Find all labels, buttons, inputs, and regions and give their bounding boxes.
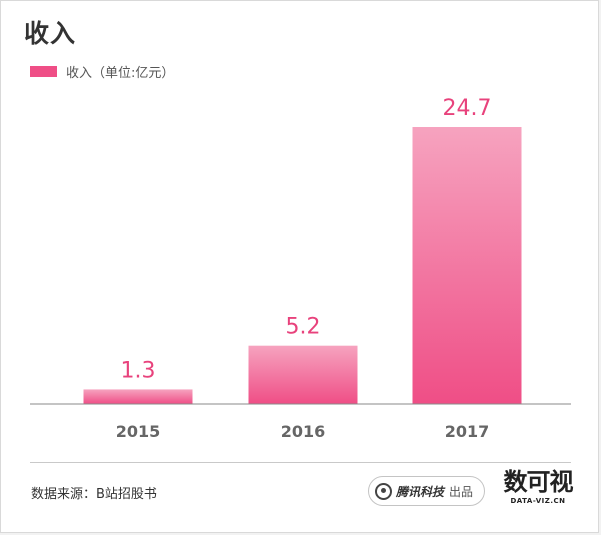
- value-label-2017: 24.7: [443, 96, 492, 121]
- value-label-2015: 1.3: [121, 358, 156, 383]
- chart-title: 收入: [24, 19, 77, 48]
- dataviz-mark: 数可视: [503, 468, 574, 496]
- x-tick-label-2017: 2017: [445, 422, 490, 441]
- tencent-tech-logo-icon: [375, 482, 392, 500]
- brand-badge: 腾讯科技 出品: [368, 476, 485, 506]
- bar-2016: [248, 345, 358, 404]
- x-tick-label-2015: 2015: [116, 422, 161, 441]
- dataviz-url: DATA-VIZ.CN: [510, 497, 566, 505]
- value-label-2016: 5.2: [286, 315, 321, 340]
- bar-2015: [83, 389, 193, 404]
- brand-name: 腾讯科技: [396, 484, 445, 499]
- legend: 收入（单位:亿元）: [30, 62, 174, 81]
- data-source: 数据来源：B站招股书: [31, 487, 157, 502]
- legend-swatch: [30, 66, 57, 77]
- x-tick-label-2016: 2016: [281, 422, 326, 441]
- footer-divider: [30, 462, 571, 463]
- dataviz-logo: 数可视 DATA-VIZ.CN: [500, 469, 576, 505]
- brand-suffix: 出品: [449, 484, 474, 499]
- bar-2017: [412, 127, 522, 404]
- legend-label: 收入（单位:亿元）: [66, 66, 175, 81]
